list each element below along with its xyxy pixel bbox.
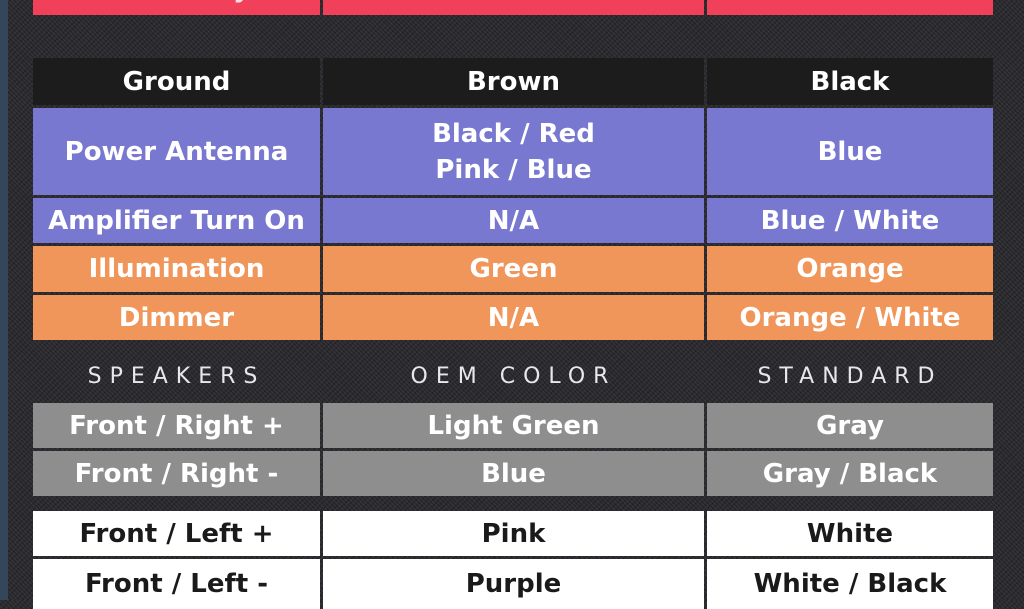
- left-edge: [0, 0, 8, 600]
- table-row: Ignition / AccessoryGrayRed: [33, 0, 993, 15]
- oem-color-cell: Blue: [323, 451, 704, 496]
- function-cell: Power Antenna: [33, 108, 320, 195]
- standard-color-cell: Orange / White: [707, 295, 993, 340]
- standard-color-cell: Black: [707, 58, 993, 105]
- column-header: OEM COLOR: [410, 364, 617, 389]
- oem-color-cell: N/A: [323, 295, 704, 340]
- table-row: Front / Left - Purple White / Black: [33, 559, 993, 609]
- table-row: Front / Left + Pink White: [33, 511, 993, 556]
- standard-color-cell: Blue / White: [707, 198, 993, 243]
- table-row: Amplifier Turn On N/A Blue / White: [33, 198, 993, 243]
- oem-color-cell: N/A: [323, 198, 704, 243]
- column-header: SPEAKERS: [87, 364, 266, 389]
- table-row: Front / Right + Light Green Gray: [33, 403, 993, 448]
- table-row: Ground Brown Black: [33, 58, 993, 105]
- oem-color-cell: Brown: [323, 58, 704, 105]
- function-cell: Ignition / Accessory: [33, 0, 320, 15]
- standard-color-cell: Gray: [707, 403, 993, 448]
- oem-color-cell: Pink: [323, 511, 704, 556]
- function-cell: Front / Left -: [33, 559, 320, 609]
- standard-color-cell: Red: [707, 0, 993, 15]
- function-cell: Ground: [33, 58, 320, 105]
- table-row: Dimmer N/A Orange / White: [33, 295, 993, 340]
- function-cell: Amplifier Turn On: [33, 198, 320, 243]
- table-row: Power Antenna Black / Red Pink / Blue Blue: [33, 108, 993, 195]
- table-row: Illumination Green Orange: [33, 246, 993, 292]
- standard-color-cell: White / Black: [707, 559, 993, 609]
- standard-color-cell: Orange: [707, 246, 993, 292]
- oem-color-cell: Black / Red Pink / Blue: [323, 108, 704, 195]
- table-row: Front / Right - Blue Gray / Black: [33, 451, 993, 496]
- speakers-header-row: SPEAKERS OEM COLOR STANDARD: [33, 358, 993, 396]
- function-cell: Illumination: [33, 246, 320, 292]
- standard-color-cell: White: [707, 511, 993, 556]
- function-cell: Front / Left +: [33, 511, 320, 556]
- oem-color-cell: Green: [323, 246, 704, 292]
- column-header: STANDARD: [757, 364, 943, 389]
- function-cell: Front / Right -: [33, 451, 320, 496]
- oem-color-cell: Gray: [323, 0, 704, 15]
- oem-color-cell: Purple: [323, 559, 704, 609]
- function-cell: Front / Right +: [33, 403, 320, 448]
- function-cell: Dimmer: [33, 295, 320, 340]
- oem-color-cell: Light Green: [323, 403, 704, 448]
- standard-color-cell: Blue: [707, 108, 993, 195]
- standard-color-cell: Gray / Black: [707, 451, 993, 496]
